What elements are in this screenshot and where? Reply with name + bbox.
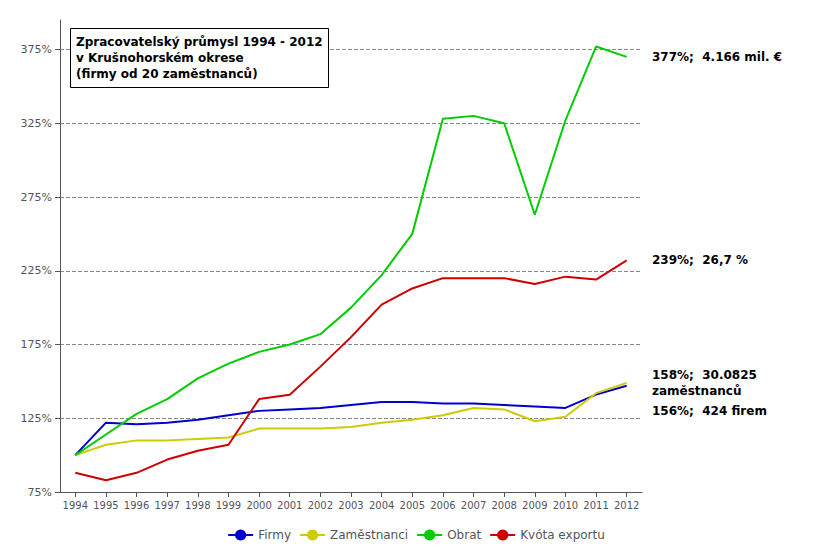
svg-text:2007: 2007 <box>461 500 486 511</box>
svg-text:158%; 30.0825: 158%; 30.0825 <box>652 368 757 382</box>
svg-text:377%; 4.166 mil. €: 377%; 4.166 mil. € <box>652 50 782 64</box>
svg-text:2001: 2001 <box>277 500 302 511</box>
svg-text:1995: 1995 <box>93 500 118 511</box>
svg-text:2006: 2006 <box>430 500 455 511</box>
svg-text:2011: 2011 <box>583 500 608 511</box>
svg-text:239%; 26,7 %: 239%; 26,7 % <box>652 253 748 267</box>
svg-text:2009: 2009 <box>522 500 547 511</box>
svg-text:2012: 2012 <box>614 500 639 511</box>
svg-text:375%: 375% <box>21 43 52 56</box>
svg-text:(firmy od 20 zaměstnanců): (firmy od 20 zaměstnanců) <box>76 67 258 81</box>
svg-text:175%: 175% <box>21 338 52 351</box>
svg-text:zaměstnanců: zaměstnanců <box>652 384 741 398</box>
svg-text:2010: 2010 <box>553 500 578 511</box>
svg-text:Zaměstnanci: Zaměstnanci <box>330 528 408 542</box>
svg-text:Zpracovatelský průmysl 1994 -: Zpracovatelský průmysl 1994 - 2012 <box>76 35 323 49</box>
svg-text:2002: 2002 <box>308 500 333 511</box>
svg-text:2000: 2000 <box>246 500 271 511</box>
svg-text:Kvóta exportu: Kvóta exportu <box>520 528 605 542</box>
svg-text:Firmy: Firmy <box>258 528 291 542</box>
svg-text:75%: 75% <box>28 486 52 499</box>
svg-text:v Krušnohorském okrese: v Krušnohorském okrese <box>76 51 244 65</box>
svg-text:156%; 424 firem: 156%; 424 firem <box>652 404 767 418</box>
svg-text:2005: 2005 <box>400 500 425 511</box>
svg-text:2008: 2008 <box>491 500 516 511</box>
svg-text:2003: 2003 <box>338 500 363 511</box>
svg-text:Obrat: Obrat <box>447 528 481 542</box>
svg-text:1994: 1994 <box>63 500 88 511</box>
svg-text:1996: 1996 <box>124 500 149 511</box>
svg-text:1998: 1998 <box>185 500 210 511</box>
svg-text:225%: 225% <box>21 264 52 277</box>
svg-text:275%: 275% <box>21 191 52 204</box>
svg-text:325%: 325% <box>21 117 52 130</box>
svg-text:1997: 1997 <box>154 500 179 511</box>
svg-text:2004: 2004 <box>369 500 394 511</box>
svg-text:125%: 125% <box>21 412 52 425</box>
svg-text:1999: 1999 <box>216 500 241 511</box>
